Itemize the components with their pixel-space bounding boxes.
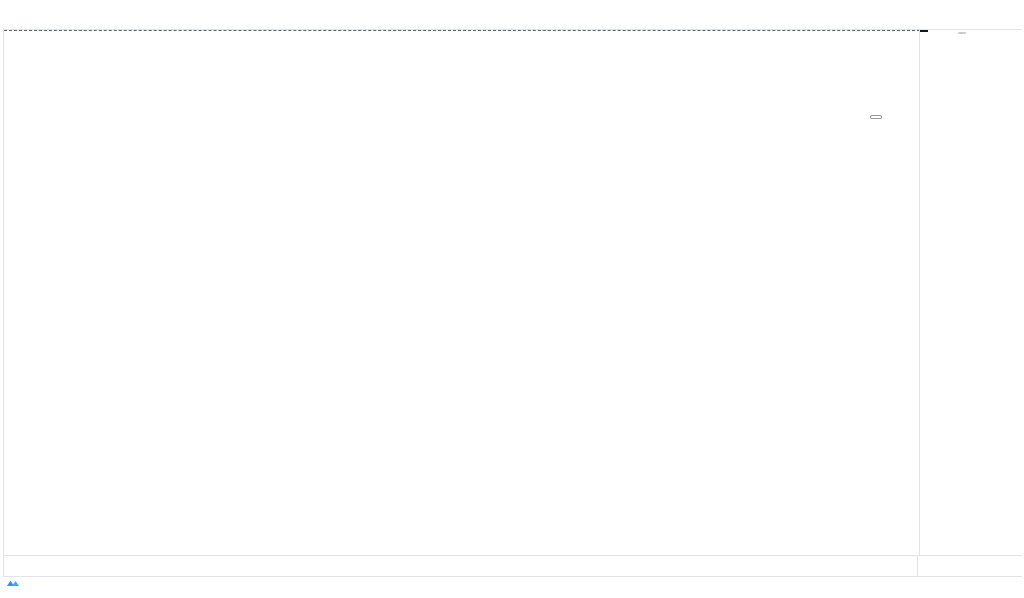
currency-badge: [958, 32, 966, 34]
tradingview-logo-icon: [7, 580, 19, 586]
tradingview-logo[interactable]: [6, 578, 23, 589]
price-axis[interactable]: [919, 29, 1022, 556]
current-price-line: [4, 30, 920, 31]
bar-countdown-badge: [920, 30, 928, 32]
target-price-tooltip: [870, 115, 882, 119]
chart-drawings-and-series: [4, 30, 920, 556]
chart-plot-area[interactable]: [3, 29, 920, 556]
time-axis-separator: [917, 556, 918, 576]
time-axis[interactable]: [3, 555, 1022, 577]
